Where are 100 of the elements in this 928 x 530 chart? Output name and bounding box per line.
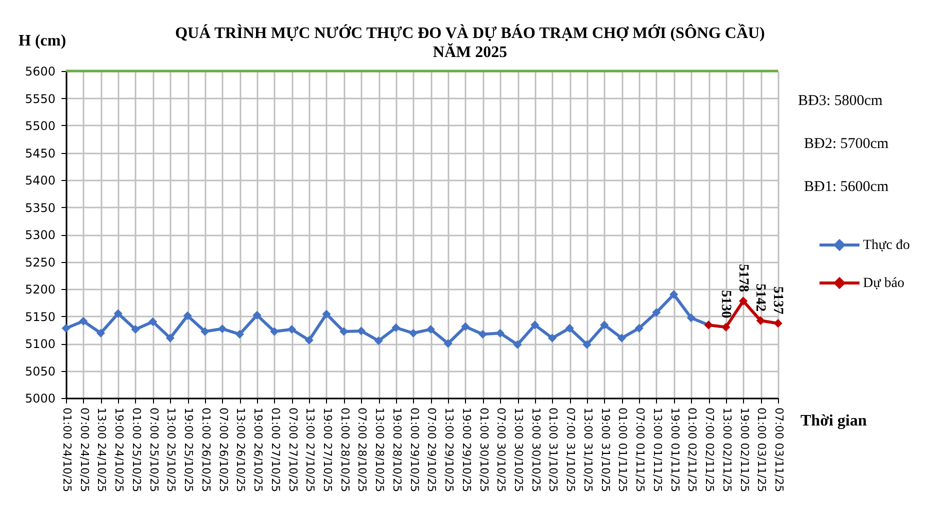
x-tick-label: 13:00 30/10/25 [512,408,526,492]
chart-subtitle: NĂM 2025 [432,43,508,61]
x-tick-label: 13:00 31/10/25 [581,408,594,492]
x-tick-label: 07:00 01/11/25 [634,408,647,492]
x-tick-label: 19:00 01/11/25 [668,408,682,492]
x-tick-label: 13:00 25/10/25 [164,408,178,492]
x-tick-label: 01:00 03/11/25 [755,408,768,492]
x-tick-label: 01:00 24/10/25 [60,408,74,492]
x-tick-label: 01:00 25/10/25 [130,408,143,492]
point [738,296,748,306]
y-tick-label: 5250 [24,255,56,270]
point [200,327,210,336]
text: BĐ1: 5600cm [804,179,889,195]
data-label: 5130 [718,290,733,318]
text: BĐ3: 5800cm [798,93,883,109]
point [634,324,644,333]
x-tick-label: 13:00 24/10/25 [95,408,108,492]
x-axis-title: Thời gian [800,412,867,430]
x-tick-label: 07:00 26/10/25 [216,408,230,492]
point [287,325,296,334]
data-label: 5142 [752,284,768,312]
x-tick-label: 13:00 26/10/25 [234,408,248,492]
point [530,320,540,330]
x-tick-label: 07:00 28/10/25 [356,408,369,492]
point [131,325,140,334]
y-tick-label: 5550 [24,92,56,106]
x-tick-label: 01:00 26/10/25 [199,408,212,492]
x-tick-label: 01:00 31/10/25 [546,408,560,492]
y-tick-label: 5450 [24,146,56,160]
x-tick-label: 19:00 30/10/25 [529,408,542,492]
x-tick-label: 07:00 25/10/25 [147,408,160,492]
y-tick-label: 5300 [24,228,56,242]
y-tick-label: 5100 [24,337,56,351]
y-axis-title: H (cm) [18,32,66,50]
x-tick-label: 07:00 24/10/25 [78,408,91,492]
point [600,320,609,330]
point [114,309,122,318]
point [426,325,436,334]
point [322,310,331,318]
point [304,336,314,345]
x-tick-label: 01:00 30/10/25 [477,408,490,492]
x-tick-label: 13:00 27/10/25 [304,408,317,492]
point [166,334,175,342]
x-tick-label: 13:00 02/11/25 [720,408,734,492]
point [96,328,106,338]
x-tick-label: 19:00 24/10/25 [112,408,126,492]
y-tick-label: 5500 [24,119,56,133]
x-tick-label: 19:00 28/10/25 [390,408,404,492]
point [617,334,626,342]
x-tick-label: 19:00 25/10/25 [182,408,196,492]
x-tick-label: 01:00 27/10/25 [268,408,282,492]
point [756,316,765,325]
point [669,290,678,299]
chart-title: QUÁ TRÌNH MỰC NƯỚC THỰC ĐO VÀ DỰ BÁO TRẠM CHỢ MỚI (SÔNG CẦU) [175,23,765,42]
y-tick-label: 5600 [24,64,56,78]
y-tick-label: 5200 [24,282,56,296]
point [686,314,696,322]
point [218,324,227,334]
point [148,317,158,326]
x-tick-label: 01:00 02/11/25 [686,408,699,492]
x-tick-label: 07:00 02/11/25 [703,408,716,492]
legend-label: Thực đo [863,238,910,253]
point [62,324,70,333]
point [444,339,452,348]
point [582,340,592,349]
x-tick-label: 07:00 27/10/25 [286,408,300,492]
point [652,308,661,317]
point [235,330,244,339]
point [270,327,279,336]
point [513,340,522,349]
point [392,323,400,332]
y-tick-label: 5400 [24,174,56,188]
y-tick-label: 5150 [24,310,56,324]
point [408,328,418,338]
x-tick-label: 07:00 29/10/25 [425,408,438,492]
point [774,319,782,328]
x-tick-label: 07:00 31/10/25 [564,408,578,492]
point [565,324,574,333]
x-tick-label: 19:00 02/11/25 [738,408,751,492]
y-tick-label: 5050 [24,364,56,378]
y-tick-label: 5350 [24,200,56,215]
x-tick-label: 19:00 31/10/25 [598,408,612,492]
point [374,336,383,346]
x-tick-label: 19:00 29/10/25 [460,408,473,492]
text: BĐ2: 5700cm [804,136,889,152]
point [548,334,557,342]
point [79,316,88,326]
x-tick-label: 19:00 27/10/25 [320,408,334,492]
point [183,311,192,320]
x-tick-label: 01:00 28/10/25 [338,408,352,492]
point [722,322,730,332]
point [461,322,470,331]
x-tick-label: 19:00 26/10/25 [252,408,265,492]
data-label: 5137 [770,286,785,314]
x-tick-label: 01:00 01/11/25 [616,408,630,492]
legend-label: Dự báo [863,276,904,291]
point [252,310,262,320]
x-tick-label: 07:00 03/11/25 [772,408,786,492]
data-label: 5178 [735,264,750,292]
x-tick-label: 07:00 30/10/25 [494,408,508,492]
